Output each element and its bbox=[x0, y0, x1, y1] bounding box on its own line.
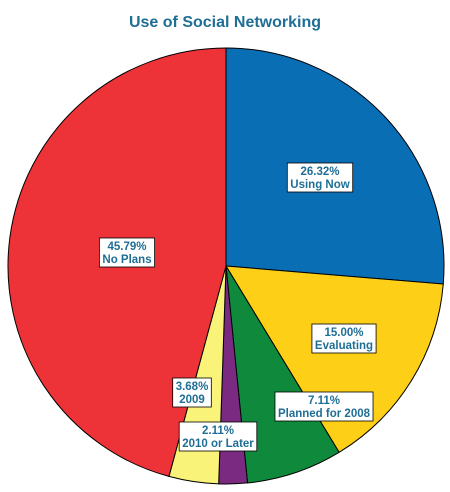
pie-label-planned-for-2008: 7.11%Planned for 2008 bbox=[274, 391, 374, 422]
pie-label-category: Evaluating bbox=[315, 340, 373, 352]
pie-label-category: 2009 bbox=[179, 394, 205, 406]
pie-label-using-now: 26.32%Using Now bbox=[286, 162, 354, 193]
pie-slice-evaluating bbox=[225, 265, 444, 454]
pie-label-category: No Plans bbox=[102, 254, 151, 266]
pie-labels: 26.32%Using Now 15.00%Evaluating 7.11%Plan… bbox=[98, 162, 377, 452]
pie-label-2009: 3.68%2009 bbox=[172, 377, 212, 408]
pie-label-2010-or-later: 2.11%2010 or Later bbox=[178, 421, 258, 452]
pie-label-value: 15.00% bbox=[324, 327, 363, 339]
pie-slices bbox=[7, 47, 445, 485]
chart-title: Use of Social Networking bbox=[128, 14, 322, 31]
pie-label-category: Using Now bbox=[290, 179, 349, 191]
pie-label-category: 2010 or Later bbox=[182, 438, 254, 450]
pie-label-value: 26.32% bbox=[300, 166, 339, 178]
pie-label-value: 3.68% bbox=[176, 381, 209, 393]
pie-label-evaluating: 15.00%Evaluating bbox=[311, 323, 377, 354]
pie-label-category: Planned for 2008 bbox=[278, 408, 371, 420]
pie-label-value: 45.79% bbox=[107, 241, 146, 253]
pie-label-no-plans: 45.79%No Plans bbox=[98, 237, 156, 268]
pie-label-value: 2.11% bbox=[202, 425, 234, 437]
pie-label-value: 7.11% bbox=[308, 395, 340, 407]
